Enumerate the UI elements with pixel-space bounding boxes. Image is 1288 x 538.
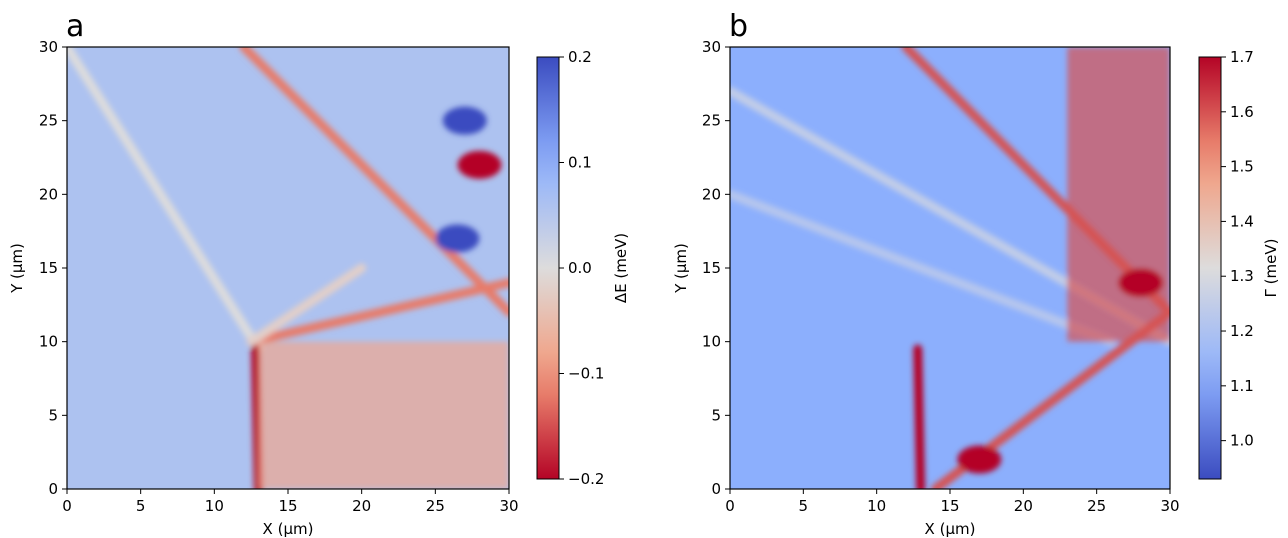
x-ticks-b: 0 5 10 15 20 25 30 (725, 489, 1180, 515)
heatmap-feature-spot (457, 150, 502, 179)
panel-a: a 0 5 10 15 20 25 30 0 5 10 15 20 25 30 X (µm) Y (µm… (8, 9, 630, 538)
heatmap-feature-region (1067, 47, 1170, 342)
heatmap-feature-line (251, 344, 264, 489)
colorbar-a (536, 56, 560, 480)
y-ticks-b: 0 5 10 15 20 25 30 (702, 38, 730, 498)
colorbar-tick-label: −0.1 (568, 365, 604, 383)
colorbar-tick-label: 1.6 (1230, 103, 1254, 121)
x-tick-label: 10 (205, 497, 224, 515)
colorbar-tick-label: 1.0 (1230, 432, 1254, 450)
x-ticks-a: 0 5 10 15 20 25 30 (62, 489, 519, 515)
heatmap-feature-spot (442, 106, 487, 135)
heatmap-feature-line (246, 263, 367, 347)
x-tick-label: 30 (1160, 497, 1179, 515)
colorbar-label-a: ΔE (meV) (612, 233, 630, 303)
y-ticks-a: 0 5 10 15 20 25 30 (39, 38, 67, 498)
x-tick-label: 25 (426, 497, 445, 515)
y-axis-label-a: Y (µm) (8, 243, 26, 294)
y-tick-label: 15 (702, 259, 721, 277)
heatmap-feature-spot (1118, 268, 1163, 297)
x-tick-label: 20 (352, 497, 371, 515)
y-tick-label: 25 (702, 112, 721, 130)
y-tick-label: 25 (39, 112, 58, 130)
y-tick-label: 30 (702, 38, 721, 56)
x-tick-label: 10 (867, 497, 886, 515)
y-axis-label-b: Y (µm) (672, 243, 690, 294)
y-tick-label: 10 (702, 333, 721, 351)
x-tick-label: 5 (136, 497, 146, 515)
colorbar-tick-label: 1.1 (1230, 377, 1254, 395)
colorbar-b (1198, 56, 1222, 480)
panel-b: b 0 5 10 15 20 25 30 0 5 10 15 20 25 30 X (µm) Y (µm… (672, 9, 1280, 538)
x-tick-label: 30 (499, 497, 518, 515)
colorbar-tick-label: 0.2 (568, 48, 592, 66)
colorbar-tick-label: 1.7 (1230, 48, 1254, 66)
heatmap-feature-line (730, 189, 1116, 347)
colorbar-label-b: Γ (meV) (1262, 239, 1280, 298)
y-tick-label: 30 (39, 38, 58, 56)
colorbar-tick-label: 1.4 (1230, 212, 1254, 230)
colorbar-tick-label: 1.3 (1230, 267, 1254, 285)
y-tick-label: 0 (711, 480, 721, 498)
x-tick-label: 15 (940, 497, 959, 515)
heatmap-feature-region (258, 341, 509, 489)
x-tick-label: 25 (1087, 497, 1106, 515)
colorbar-tick-label: 1.2 (1230, 322, 1254, 340)
panel-label-b: b (729, 9, 748, 44)
heatmap-feature-line (67, 47, 264, 354)
colorbar-tick-label: 0.0 (568, 259, 592, 277)
y-tick-label: 20 (702, 185, 721, 203)
colorbar-tick-label: −0.2 (568, 470, 604, 488)
x-axis-label-a: X (µm) (263, 520, 314, 538)
panel-label-a: a (66, 9, 84, 44)
heatmap-a (67, 47, 509, 489)
x-tick-label: 15 (278, 497, 297, 515)
heatmap-b (730, 47, 1170, 489)
x-axis-label-b: X (µm) (925, 520, 976, 538)
y-tick-label: 20 (39, 185, 58, 203)
heatmap-feature-line (246, 278, 509, 347)
y-tick-label: 0 (48, 480, 58, 498)
heatmap-feature-line (913, 344, 926, 489)
x-tick-label: 0 (62, 497, 72, 515)
colorbar-tick-label: 1.5 (1230, 158, 1254, 176)
colorbar-tick-label: 0.1 (568, 154, 592, 172)
x-tick-label: 20 (1014, 497, 1033, 515)
y-tick-label: 5 (711, 406, 721, 424)
heatmap-feature-line (239, 47, 509, 317)
y-tick-label: 15 (39, 259, 58, 277)
heatmap-feature-spot (435, 224, 480, 253)
colorbar-ticks-b: 1.7 1.6 1.5 1.4 1.3 1.2 1.1 1.0 (1221, 48, 1254, 450)
y-tick-label: 5 (48, 406, 58, 424)
x-tick-label: 5 (799, 497, 809, 515)
heatmap-feature-spot (957, 445, 1002, 474)
colorbar-ticks-a: 0.2 0.1 0.0 −0.1 −0.2 (559, 48, 604, 488)
y-tick-label: 10 (39, 333, 58, 351)
x-tick-label: 0 (725, 497, 735, 515)
